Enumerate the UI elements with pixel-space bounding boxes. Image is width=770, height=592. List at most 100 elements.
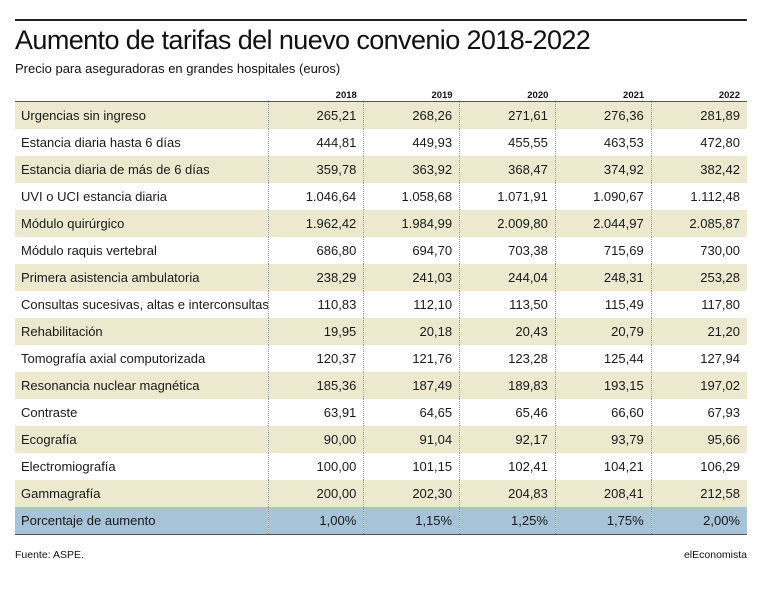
table-row: Módulo raquis vertebral 686,80 694,70 703,3… <box>15 237 747 264</box>
cell-value: 92,17 <box>459 426 556 453</box>
cell-value: 212,58 <box>650 480 747 507</box>
cell-value: 102,41 <box>459 453 556 480</box>
cell-value: 2.009,80 <box>459 210 556 237</box>
cell-value: 368,47 <box>459 156 556 183</box>
cell-value: 268,26 <box>363 101 460 129</box>
cell-value: 1.090,67 <box>554 183 652 210</box>
row-label: Resonancia nuclear magnética <box>15 372 268 399</box>
cell-value: 90,00 <box>267 426 364 453</box>
cell-value: 1,00% <box>267 507 364 535</box>
cell-value: 281,89 <box>650 101 747 129</box>
cell-value: 244,04 <box>459 264 556 291</box>
row-label: Contraste <box>15 399 268 426</box>
cell-value: 121,76 <box>363 345 460 372</box>
cell-value: 120,37 <box>267 345 364 372</box>
cell-value: 1,75% <box>554 507 652 535</box>
cell-value: 200,00 <box>267 480 364 507</box>
cell-value: 1.071,91 <box>459 183 556 210</box>
cell-value: 444,81 <box>267 129 364 156</box>
cell-value: 117,80 <box>650 291 747 318</box>
table-row: Urgencias sin ingreso 265,21 268,26 271,61 2… <box>15 101 747 129</box>
table-row: UVI o UCI estancia diaria 1.046,64 1.058,6… <box>15 183 747 210</box>
cell-value: 374,92 <box>554 156 652 183</box>
tariff-table: 2018 2019 2020 2021 2022 Urgencias sin ingre… <box>15 85 747 535</box>
row-label: Tomografía axial computorizada <box>15 345 268 372</box>
source-note: Fuente: ASPE. <box>15 549 84 561</box>
chart-title: Aumento de tarifas del nuevo convenio 20… <box>15 25 591 55</box>
table-row: Gammagrafía 200,00 202,30 204,83 208,41 212,5… <box>15 480 747 507</box>
table-row: Estancia diaria hasta 6 días 444,81 449,93… <box>15 129 747 156</box>
cell-value: 276,36 <box>554 101 652 129</box>
column-header-year: 2020 <box>459 85 556 102</box>
cell-value: 359,78 <box>267 156 364 183</box>
table-row: Contraste 63,91 64,65 65,46 66,60 67,93 <box>15 399 747 426</box>
row-label: Electromiografía <box>15 453 268 480</box>
cell-value: 1.058,68 <box>363 183 460 210</box>
cell-value: 189,83 <box>459 372 556 399</box>
cell-value: 363,92 <box>363 156 460 183</box>
row-label: Rehabilitación <box>15 318 268 345</box>
table-row: Rehabilitación 19,95 20,18 20,43 20,79 21,20 <box>15 318 747 345</box>
cell-value: 101,15 <box>363 453 460 480</box>
cell-value: 193,15 <box>554 372 652 399</box>
row-label: UVI o UCI estancia diaria <box>15 183 268 210</box>
table-header-row: 2018 2019 2020 2021 2022 <box>15 85 747 102</box>
cell-value: 248,31 <box>554 264 652 291</box>
cell-value: 463,53 <box>554 129 652 156</box>
cell-value: 112,10 <box>363 291 460 318</box>
table-body: Urgencias sin ingreso 265,21 268,26 271,61 2… <box>15 101 747 535</box>
total-row: Porcentaje de aumento 1,00% 1,15% 1,25% 1,75… <box>15 507 747 535</box>
cell-value: 2,00% <box>650 507 747 535</box>
cell-value: 2.085,87 <box>650 210 747 237</box>
cell-value: 730,00 <box>650 237 747 264</box>
cell-value: 20,18 <box>363 318 460 345</box>
cell-value: 21,20 <box>650 318 747 345</box>
row-label: Urgencias sin ingreso <box>15 101 268 129</box>
brand-logo-text: elEconomista <box>683 549 747 561</box>
cell-value: 185,36 <box>267 372 364 399</box>
column-header-year: 2021 <box>555 85 652 102</box>
row-label: Módulo raquis vertebral <box>15 237 268 264</box>
cell-value: 472,80 <box>650 129 747 156</box>
cell-value: 125,44 <box>554 345 652 372</box>
cell-value: 63,91 <box>267 399 364 426</box>
cell-value: 91,04 <box>363 426 460 453</box>
cell-value: 1.046,64 <box>267 183 364 210</box>
row-label: Módulo quirúrgico <box>15 210 268 237</box>
cell-value: 127,94 <box>650 345 747 372</box>
row-label: Consultas sucesivas, altas e interconsul… <box>15 291 268 318</box>
row-label: Porcentaje de aumento <box>15 507 268 535</box>
cell-value: 455,55 <box>459 129 556 156</box>
cell-value: 208,41 <box>554 480 652 507</box>
cell-value: 202,30 <box>363 480 460 507</box>
cell-value: 110,83 <box>267 291 364 318</box>
cell-value: 238,29 <box>267 264 364 291</box>
cell-value: 20,43 <box>459 318 556 345</box>
table-row: Ecografía 90,00 91,04 92,17 93,79 95,66 <box>15 426 747 453</box>
cell-value: 67,93 <box>650 399 747 426</box>
cell-value: 694,70 <box>363 237 460 264</box>
column-header-year: 2022 <box>651 85 747 102</box>
cell-value: 93,79 <box>554 426 652 453</box>
row-label: Gammagrafía <box>15 480 268 507</box>
table-row: Resonancia nuclear magnética 185,36 187,49… <box>15 372 747 399</box>
cell-value: 115,49 <box>554 291 652 318</box>
cell-value: 241,03 <box>363 264 460 291</box>
cell-value: 2.044,97 <box>554 210 652 237</box>
table-row: Módulo quirúrgico 1.962,42 1.984,99 2.009,8… <box>15 210 747 237</box>
cell-value: 703,38 <box>459 237 556 264</box>
cell-value: 95,66 <box>650 426 747 453</box>
cell-value: 100,00 <box>267 453 364 480</box>
cell-value: 271,61 <box>459 101 556 129</box>
row-label: Primera asistencia ambulatoria <box>15 264 268 291</box>
top-rule <box>15 19 747 21</box>
cell-value: 1.112,48 <box>650 183 747 210</box>
cell-value: 187,49 <box>363 372 460 399</box>
column-header-label <box>15 85 268 102</box>
cell-value: 106,29 <box>650 453 747 480</box>
cell-value: 113,50 <box>459 291 556 318</box>
table-row: Consultas sucesivas, altas e interconsul… <box>15 291 747 318</box>
cell-value: 20,79 <box>554 318 652 345</box>
cell-value: 686,80 <box>267 237 364 264</box>
cell-value: 1.984,99 <box>363 210 460 237</box>
